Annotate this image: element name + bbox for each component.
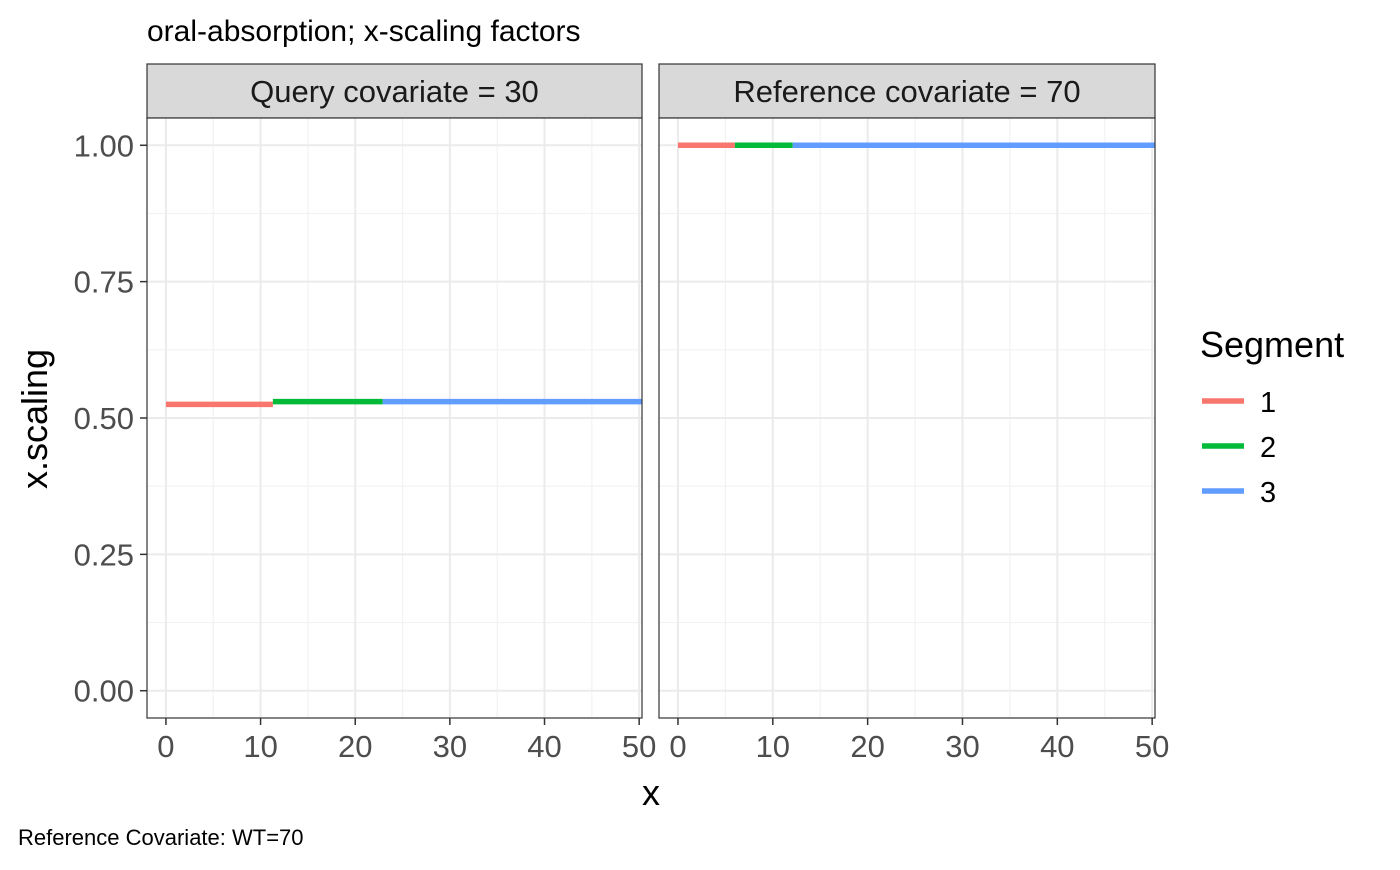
y-tick-label: 1.00 (74, 128, 134, 163)
x-tick-label: 40 (1040, 729, 1074, 764)
panel-1: Query covariate = 30 0 10 20 30 40 50 0.00 0.25 0… (74, 63, 656, 764)
chart-caption: Reference Covariate: WT=70 (18, 825, 304, 850)
y-axis-title: x.scaling (14, 349, 55, 489)
x-tick-label: 30 (945, 729, 979, 764)
x-tick-label: 40 (527, 729, 561, 764)
panel-strip-bg (146, 63, 643, 119)
x-tick-label: 50 (622, 729, 656, 764)
x-tick-label: 10 (243, 729, 277, 764)
chart-title: oral-absorption; x-scaling factors (147, 15, 581, 48)
legend-title: Segment (1200, 324, 1344, 365)
x-tick-label: 0 (669, 729, 686, 764)
legend-label-1: 1 (1260, 387, 1276, 419)
x-tick-label: 0 (157, 729, 174, 764)
panel-strip-label: Query covariate = 30 (250, 74, 539, 109)
legend-label-3: 3 (1260, 477, 1276, 509)
panel-strip-bg (658, 63, 1156, 119)
y-tick-label: 0.75 (74, 265, 134, 300)
x-tick-label: 20 (338, 729, 372, 764)
x-tick-label: 20 (850, 729, 884, 764)
panel-border (658, 117, 1156, 719)
x-tick-label: 50 (1135, 729, 1169, 764)
x-axis-title: x (642, 772, 660, 813)
y-tick-label: 0.00 (74, 674, 134, 709)
y-tick-label: 0.25 (74, 537, 134, 572)
panels: Query covariate = 30 0 10 20 30 40 50 0.00 0.25 0… (74, 63, 1169, 764)
legend: Segment 1 2 3 (1200, 324, 1344, 509)
y-tick-label: 0.50 (74, 401, 134, 436)
x-tick-label: 10 (756, 729, 790, 764)
panel-strip-label: Reference covariate = 70 (733, 74, 1080, 109)
panel-2: Reference covariate = 70 0 10 20 30 40 50 (658, 63, 1169, 764)
legend-label-2: 2 (1260, 432, 1276, 464)
x-tick-label: 30 (433, 729, 467, 764)
